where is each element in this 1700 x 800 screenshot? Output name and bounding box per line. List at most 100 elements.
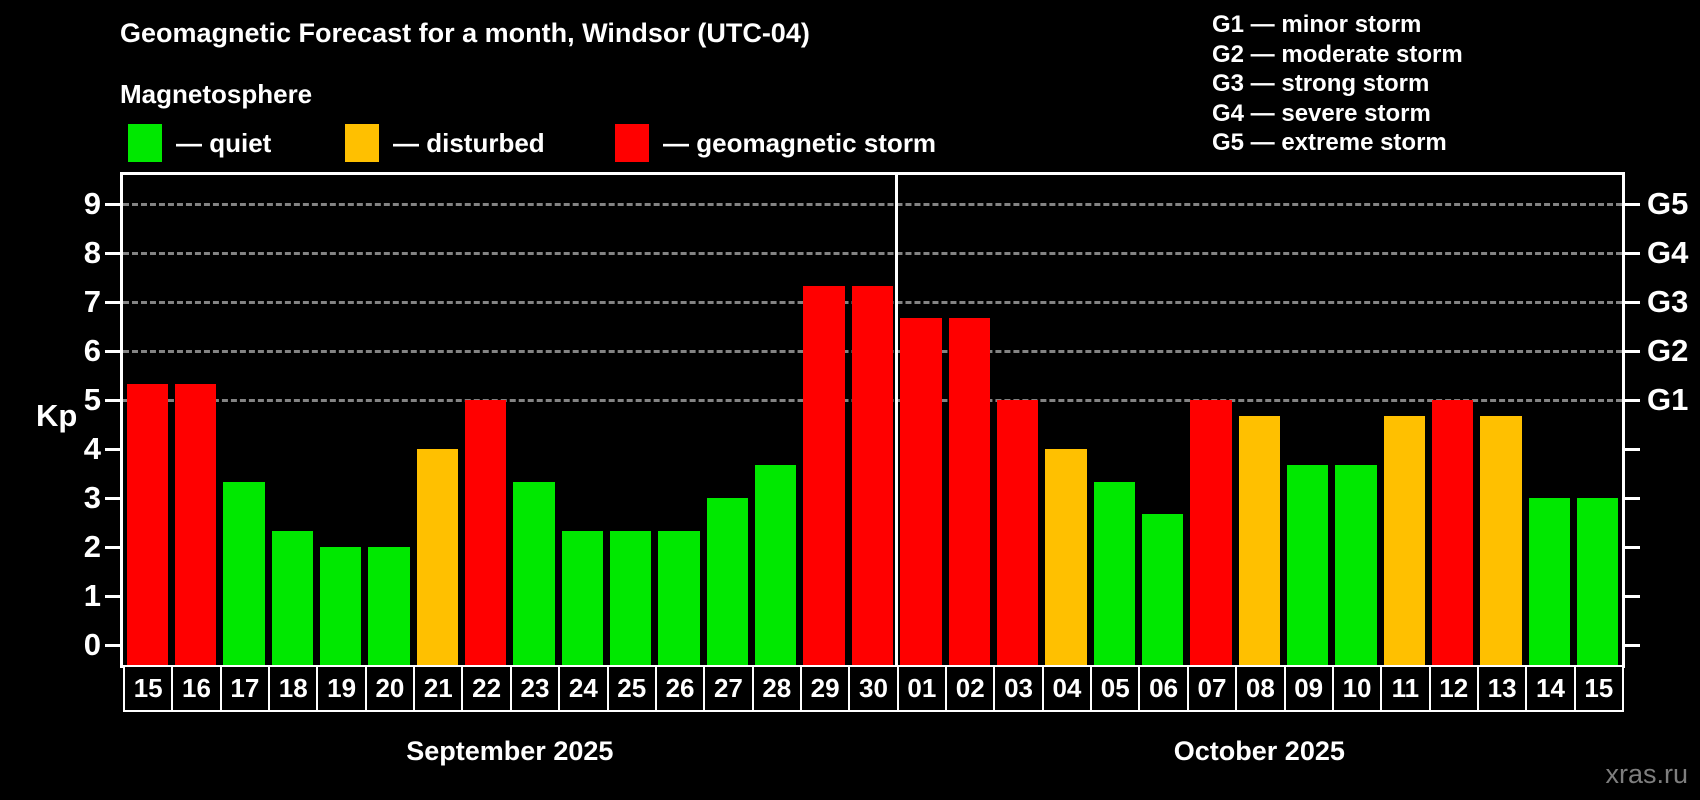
month-label: October 2025 bbox=[1173, 736, 1345, 766]
y-tick-label-6: 6 bbox=[83, 333, 101, 368]
kp-bar-05 bbox=[1093, 481, 1135, 665]
left-tick-5 bbox=[105, 398, 120, 402]
y-tick-label-1: 1 bbox=[83, 578, 101, 613]
day-box-26: 26 bbox=[654, 665, 706, 712]
status-legend: — quiet — disturbed — geomagnetic storm bbox=[0, 120, 1100, 166]
g-legend-line-5: G5 — extreme storm bbox=[1212, 129, 1447, 156]
kp-bar-24 bbox=[561, 530, 604, 665]
y-tick-label-8: 8 bbox=[83, 235, 101, 270]
y-tick-label-2: 2 bbox=[83, 529, 101, 564]
legend-item-disturbed: — disturbed bbox=[345, 120, 545, 166]
day-box-09: 09 bbox=[1283, 665, 1334, 712]
kp-bar-04 bbox=[1045, 449, 1087, 665]
day-box-24: 24 bbox=[558, 665, 609, 712]
kp-bar-06 bbox=[1141, 514, 1184, 665]
g-label-G3: G3 bbox=[1647, 284, 1689, 319]
left-tick-8 bbox=[105, 251, 120, 255]
kp-bar-02 bbox=[948, 318, 990, 665]
month-label: September 2025 bbox=[406, 736, 614, 766]
kp-bar-13 bbox=[1480, 416, 1522, 665]
left-tick-9 bbox=[105, 202, 120, 206]
g-label-G2: G2 bbox=[1647, 333, 1689, 368]
plot-area bbox=[120, 172, 1625, 668]
storm-swatch bbox=[615, 124, 649, 162]
kp-bar-11 bbox=[1383, 416, 1426, 665]
kp-bar-17 bbox=[223, 481, 265, 665]
kp-bar-16 bbox=[174, 383, 217, 665]
day-box-02: 02 bbox=[945, 665, 996, 712]
left-tick-1 bbox=[105, 594, 120, 598]
day-box-29: 29 bbox=[799, 665, 851, 712]
kp-bar-15 bbox=[1577, 498, 1619, 665]
left-tick-3 bbox=[105, 496, 120, 500]
right-tick-2 bbox=[1625, 545, 1640, 549]
kp-bar-21 bbox=[416, 449, 458, 665]
kp-bar-19 bbox=[319, 547, 362, 665]
y-tick-label-7: 7 bbox=[83, 284, 101, 319]
g-legend-line-1: G1 — minor storm bbox=[1212, 11, 1422, 38]
day-box-03: 03 bbox=[993, 665, 1044, 712]
day-box-17: 17 bbox=[219, 665, 271, 712]
kp-bar-27 bbox=[706, 498, 749, 665]
kp-bar-30 bbox=[851, 285, 894, 665]
g-label-G1: G1 bbox=[1647, 382, 1689, 417]
day-box-05: 05 bbox=[1090, 665, 1141, 712]
g-legend-line-4: G4 — severe storm bbox=[1212, 99, 1431, 127]
right-tick-5 bbox=[1625, 398, 1640, 402]
kp-bar-12 bbox=[1432, 400, 1474, 665]
day-box-22: 22 bbox=[461, 665, 512, 712]
kp-bar-15 bbox=[126, 383, 168, 665]
y-tick-label-0: 0 bbox=[83, 627, 101, 662]
kp-bar-29 bbox=[803, 285, 845, 665]
day-box-11: 11 bbox=[1380, 665, 1431, 712]
kp-bar-23 bbox=[513, 481, 555, 665]
legend-item-quiet: — quiet bbox=[128, 120, 271, 166]
day-box-08: 08 bbox=[1235, 665, 1286, 712]
day-box-23: 23 bbox=[509, 665, 561, 712]
kp-bar-10 bbox=[1335, 465, 1377, 665]
kp-bar-28 bbox=[755, 465, 797, 665]
watermark: xras.ru bbox=[1605, 759, 1688, 789]
left-tick-0 bbox=[105, 643, 120, 647]
right-tick-7 bbox=[1625, 300, 1640, 304]
day-box-15: 15 bbox=[123, 665, 174, 712]
day-box-12: 12 bbox=[1428, 665, 1479, 712]
day-box-04: 04 bbox=[1041, 665, 1093, 712]
subtitle-magnetosphere: Magnetosphere bbox=[120, 79, 313, 109]
kp-bar-18 bbox=[271, 530, 313, 665]
y-tick-label-3: 3 bbox=[83, 480, 101, 515]
day-box-10: 10 bbox=[1331, 665, 1383, 712]
day-box-14: 14 bbox=[1525, 665, 1576, 712]
y-tick-label-9: 9 bbox=[83, 186, 101, 221]
day-box-06: 06 bbox=[1138, 665, 1189, 712]
day-box-25: 25 bbox=[606, 665, 657, 712]
legend-label-quiet: — quiet bbox=[176, 127, 272, 158]
gridline-kp-9 bbox=[123, 202, 1622, 206]
left-tick-6 bbox=[105, 349, 120, 353]
disturbed-swatch bbox=[345, 124, 379, 162]
day-box-15: 15 bbox=[1573, 665, 1624, 712]
kp-bar-20 bbox=[368, 547, 410, 665]
kp-bar-22 bbox=[464, 400, 507, 665]
legend-item-storm: — geomagnetic storm bbox=[615, 120, 936, 166]
month-separator bbox=[895, 175, 899, 665]
left-tick-7 bbox=[105, 300, 120, 304]
y-tick-label-4: 4 bbox=[83, 431, 101, 466]
day-box-27: 27 bbox=[703, 665, 754, 712]
day-box-28: 28 bbox=[751, 665, 802, 712]
kp-bar-25 bbox=[610, 530, 652, 665]
day-box-07: 07 bbox=[1186, 665, 1238, 712]
day-box-13: 13 bbox=[1476, 665, 1528, 712]
g-label-G4: G4 bbox=[1647, 235, 1689, 270]
kp-bar-03 bbox=[996, 400, 1039, 665]
left-tick-4 bbox=[105, 447, 120, 451]
legend-label-disturbed: — disturbed bbox=[393, 127, 545, 158]
right-tick-4 bbox=[1625, 447, 1640, 451]
day-box-18: 18 bbox=[268, 665, 319, 712]
legend-label-storm: — geomagnetic storm bbox=[663, 127, 937, 158]
y-tick-label-5: 5 bbox=[83, 382, 101, 417]
gridline-kp-8 bbox=[123, 251, 1622, 255]
page-title: Geomagnetic Forecast for a month, Windso… bbox=[120, 18, 810, 48]
kp-bar-07 bbox=[1190, 400, 1232, 665]
